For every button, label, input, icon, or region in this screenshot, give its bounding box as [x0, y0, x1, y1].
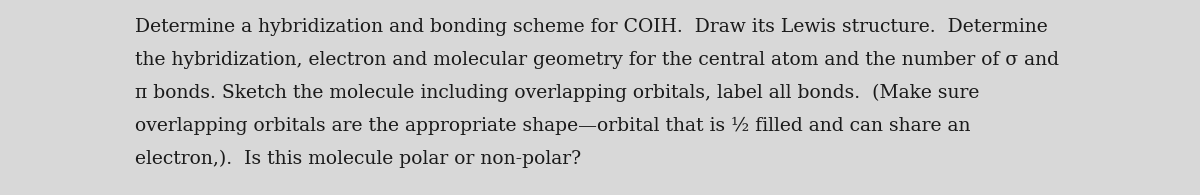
- Text: overlapping orbitals are the appropriate shape—orbital that is ½ filled and can : overlapping orbitals are the appropriate…: [134, 117, 971, 135]
- Text: π bonds. Sketch the molecule including overlapping orbitals, label all bonds.  (: π bonds. Sketch the molecule including o…: [134, 84, 979, 102]
- Text: electron,).  Is this molecule polar or non-polar?: electron,). Is this molecule polar or no…: [134, 150, 581, 168]
- Text: the hybridization, electron and molecular geometry for the central atom and the : the hybridization, electron and molecula…: [134, 51, 1060, 69]
- Text: Determine a hybridization and bonding scheme for COIH.  Draw its Lewis structure: Determine a hybridization and bonding sc…: [134, 18, 1048, 36]
